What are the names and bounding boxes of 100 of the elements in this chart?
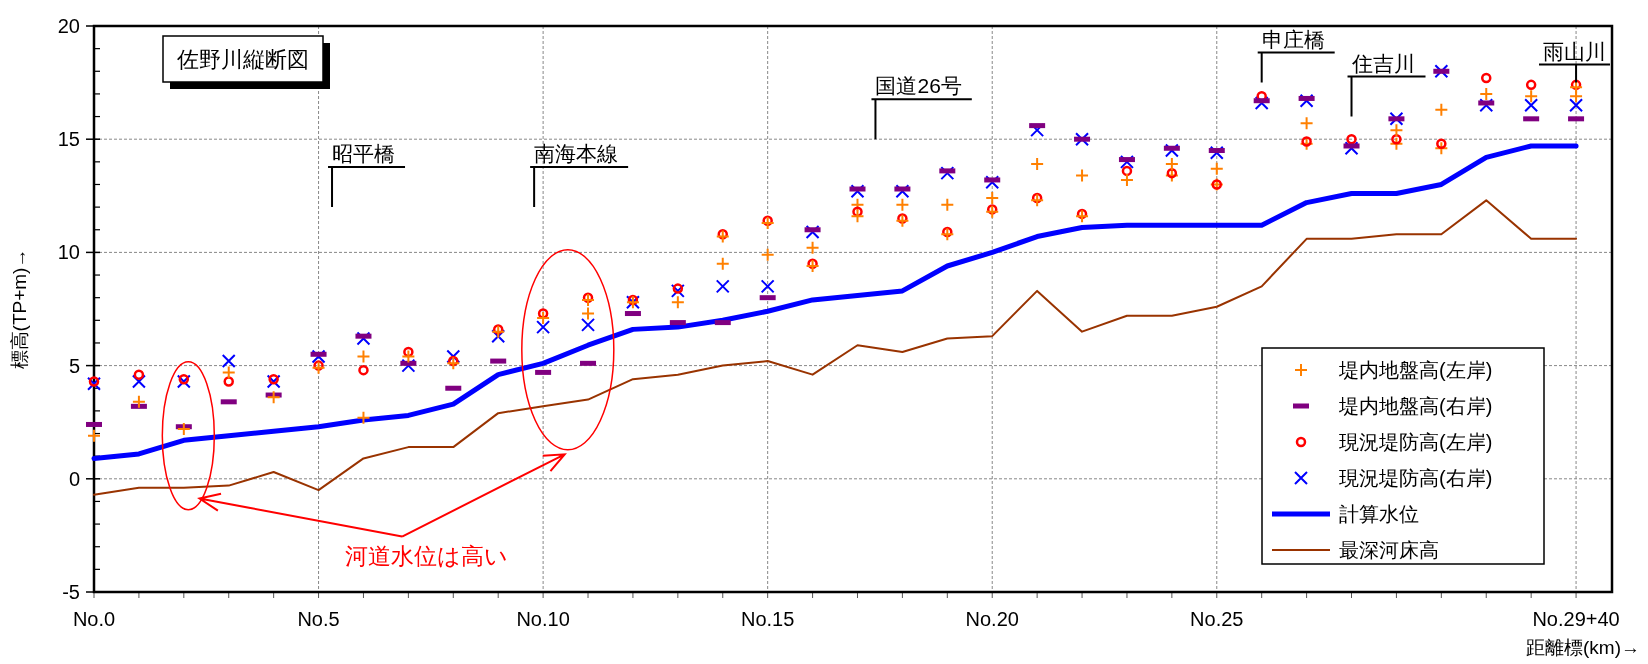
point: [491, 329, 506, 344]
point: [715, 279, 730, 294]
point: [1434, 141, 1449, 156]
point: [895, 213, 910, 228]
y-tick-label: 10: [57, 241, 80, 264]
annotation: 国道26号: [870, 74, 973, 141]
point: [1389, 123, 1404, 138]
point: [670, 283, 685, 298]
point: [760, 215, 775, 230]
point: [1164, 143, 1179, 158]
point: [805, 240, 820, 255]
legend-label: 堤内地盤高(左岸): [1338, 359, 1493, 381]
x-tick-label: No.5: [297, 608, 340, 630]
point: [850, 197, 865, 212]
legend-label: 現況堤防高(左岸): [1339, 431, 1493, 453]
point: [760, 279, 775, 294]
point: [1479, 98, 1494, 113]
point: [895, 197, 910, 212]
point: [176, 374, 191, 389]
annotation: 南海本線: [534, 142, 619, 166]
point: [87, 376, 101, 391]
point: [401, 358, 416, 373]
point: [985, 191, 1000, 206]
y-tick-label: 5: [68, 354, 80, 377]
point: [266, 374, 281, 389]
point: [1344, 141, 1359, 156]
y-tick-label: 15: [57, 128, 80, 151]
point: [715, 229, 730, 244]
point: [221, 365, 236, 380]
point: [268, 373, 279, 385]
point: [536, 311, 551, 326]
point: [356, 349, 371, 364]
point: [715, 256, 730, 271]
x-tick-label: No.29+40: [1532, 608, 1620, 630]
point: [1389, 111, 1404, 126]
point: [940, 197, 955, 212]
annotation: 申庄橋: [1261, 27, 1325, 51]
point: [850, 184, 865, 199]
point: [895, 184, 910, 199]
point: [1434, 64, 1449, 79]
point: [1164, 168, 1179, 183]
point: [1569, 98, 1584, 113]
x-tick-label: No.15: [740, 608, 795, 630]
point: [1481, 72, 1492, 84]
annotation: 住吉川: [1350, 51, 1415, 75]
point: [446, 356, 461, 371]
point: [356, 331, 371, 346]
y-axis-title: 標高(TP+m)→: [9, 248, 30, 370]
point: [1434, 102, 1449, 117]
x-tick-label: No.20: [965, 608, 1019, 630]
point: [1299, 116, 1314, 131]
point: [131, 394, 146, 409]
point: [850, 209, 865, 224]
point: [1075, 168, 1090, 183]
annotation: 申庄橋: [1256, 27, 1336, 84]
point: [1301, 136, 1312, 147]
text: 佐野川縦断図: [177, 47, 309, 72]
y-tick-label: 20: [57, 15, 80, 37]
point: [1346, 133, 1357, 145]
legend-label: 最深河床高: [1339, 539, 1439, 561]
point: [1436, 138, 1447, 149]
annotation: 昭平橋: [327, 142, 407, 209]
point: [446, 349, 461, 364]
point: [176, 421, 191, 436]
point: [1299, 93, 1314, 108]
point: [581, 306, 596, 321]
point: [581, 317, 596, 332]
point: [985, 175, 1000, 190]
point: [266, 390, 281, 405]
x-axis-title: 距離標(km)→: [1526, 637, 1640, 658]
point: [985, 204, 1000, 219]
point: [1075, 209, 1090, 224]
annotation: 南海本線: [529, 142, 630, 209]
x-tick-label: No.10: [516, 608, 570, 630]
x-tick-label: No.0: [72, 608, 116, 630]
point: [672, 283, 684, 294]
point: [491, 324, 506, 339]
point: [581, 292, 596, 307]
legend-label: 計算水位: [1339, 503, 1419, 525]
point: [940, 227, 955, 242]
legend-label: 堤内地盤高(右岸): [1338, 395, 1493, 417]
point: [401, 349, 416, 364]
point: [1254, 95, 1269, 110]
y-tick-label: 0: [68, 467, 80, 490]
point: [1524, 89, 1539, 104]
point: [805, 225, 820, 240]
point: [131, 374, 146, 389]
point: [221, 354, 236, 369]
point: [358, 364, 369, 376]
point: [87, 428, 101, 443]
point: [178, 373, 190, 385]
point: [1164, 157, 1179, 172]
annotation: 住吉川: [1346, 51, 1427, 118]
point: [1391, 133, 1402, 145]
point: [670, 295, 685, 310]
point: [311, 360, 326, 375]
point: [133, 369, 145, 380]
point: [805, 258, 820, 273]
y-tick-label: -5: [62, 581, 80, 603]
x-tick-label: No.25: [1190, 608, 1244, 630]
